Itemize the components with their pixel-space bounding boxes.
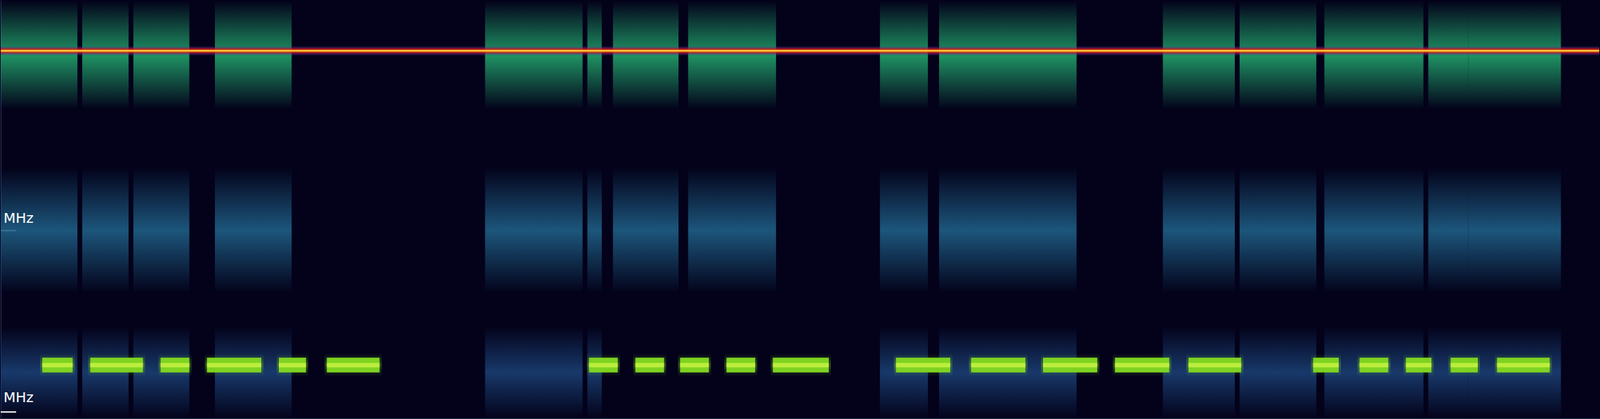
svg-text:MHz: MHz (3, 388, 34, 406)
svg-text:MHz: MHz (3, 209, 34, 227)
